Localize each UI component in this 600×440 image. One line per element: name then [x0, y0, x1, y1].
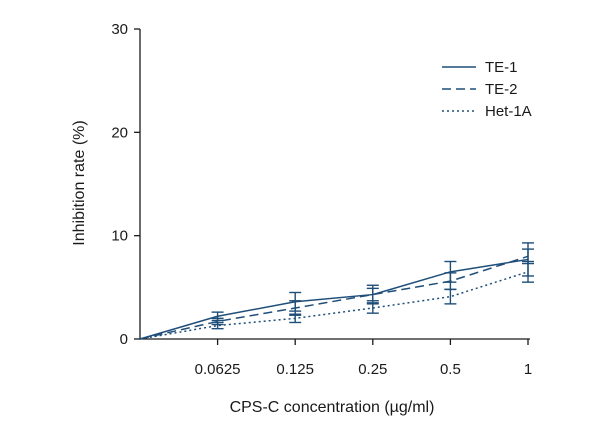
error-bar	[522, 260, 534, 283]
x-tick-label: 0.0625	[195, 361, 241, 378]
error-bar	[444, 288, 457, 305]
legend-label: TE-1	[485, 59, 518, 76]
series-line	[139, 258, 529, 340]
legend: TE-1 TE-2 Het-1A	[442, 59, 532, 120]
series-te-1	[139, 242, 534, 340]
legend-label: TE-2	[485, 81, 518, 98]
error-bar	[366, 302, 379, 314]
y-axis-title: Inhibition rate (%)	[71, 120, 88, 245]
y-tick-label: 20	[111, 124, 128, 141]
legend-label: Het-1A	[485, 103, 532, 120]
series-layer	[139, 242, 534, 340]
series-het-1a	[139, 260, 534, 340]
series-line	[139, 255, 529, 340]
x-axis-title: CPS-C concentration (µg/ml)	[230, 399, 435, 416]
series-te-2	[139, 248, 534, 340]
error-bar	[366, 287, 379, 302]
y-tick-label: 10	[111, 228, 128, 245]
x-tick-label: 0.25	[358, 361, 387, 378]
error-bar	[289, 313, 302, 324]
axes: 0 10 20 30 0.0625 0.125 0.25 0.5 1	[111, 21, 532, 378]
y-tick-label: 0	[120, 331, 128, 348]
x-tick-label: 1	[524, 361, 532, 378]
error-bar	[211, 321, 224, 330]
x-tick-label: 0.5	[440, 361, 461, 378]
series-line	[139, 271, 529, 340]
y-tick-label: 30	[111, 21, 128, 38]
x-tick-label: 0.125	[276, 361, 314, 378]
